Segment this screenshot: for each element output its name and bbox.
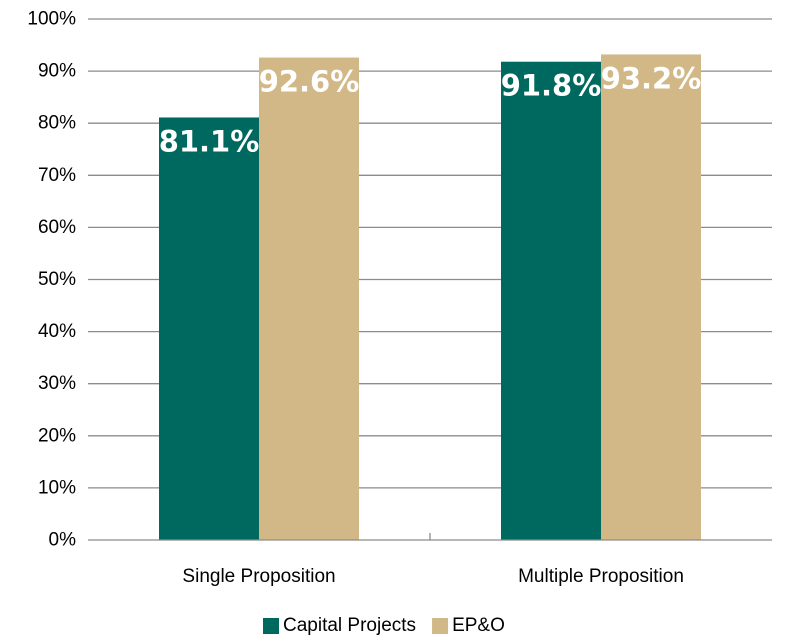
y-axis-tick-labels: 0% 10% 20% 30% 40% 50% 60% 70% 80% 90% 100% — [27, 9, 76, 551]
y-tick-label: 20% — [38, 425, 76, 446]
y-tick-label: 30% — [38, 373, 76, 394]
y-tick-label: 40% — [38, 321, 76, 342]
data-labels: 81.1% 92.6% 91.8% 93.2% — [159, 61, 702, 158]
y-tick-label: 100% — [27, 9, 76, 30]
bar — [501, 61, 601, 541]
data-label: 92.6% — [259, 65, 360, 99]
y-tick-label: 70% — [38, 165, 76, 186]
legend: Capital Projects EP&O — [263, 615, 505, 636]
x-category-label: Single Proposition — [182, 566, 335, 587]
data-label: 91.8% — [501, 69, 602, 103]
bar — [601, 54, 701, 540]
legend-swatch — [432, 618, 449, 634]
y-tick-label: 10% — [38, 477, 76, 498]
data-label: 81.1% — [159, 124, 260, 158]
bars — [159, 54, 701, 541]
x-axis-category-labels: Single Proposition Multiple Proposition — [182, 566, 683, 587]
legend-label: EP&O — [452, 615, 505, 636]
y-tick-label: 0% — [49, 530, 77, 551]
data-label: 93.2% — [601, 61, 702, 95]
bar — [259, 57, 359, 540]
bar — [159, 117, 259, 541]
x-category-label: Multiple Proposition — [518, 566, 684, 587]
legend-swatch — [263, 618, 279, 634]
y-tick-label: 90% — [38, 61, 76, 82]
legend-label: Capital Projects — [283, 615, 416, 636]
y-tick-label: 60% — [38, 217, 76, 238]
x-axis — [88, 533, 772, 541]
y-tick-label: 80% — [38, 113, 76, 134]
y-tick-label: 50% — [38, 269, 76, 290]
